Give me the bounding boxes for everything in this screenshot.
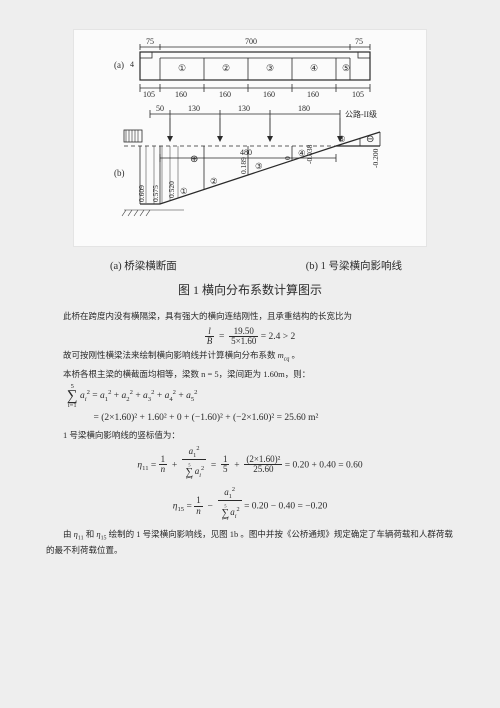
beam-label-3: ③ bbox=[266, 63, 274, 73]
region-minus: ⊖ bbox=[366, 134, 374, 145]
para-1: 此桥在跨度内没有横隔梁，具有强大的横向连结刚性，且承重结构的长宽比为 bbox=[46, 310, 454, 324]
left-marker-4: 4 bbox=[130, 60, 134, 69]
ord-l2: 0.520 bbox=[167, 181, 176, 198]
ord-l0: 0.609 bbox=[137, 185, 146, 202]
ord-z2: -0.038 bbox=[305, 144, 314, 164]
dim-top-right: 75 bbox=[355, 37, 363, 46]
dim-b-s1: 130 bbox=[188, 104, 200, 113]
dim-a-rov: 105 bbox=[352, 90, 364, 99]
equation-sum-ai2: 5 ∑ i=1 ai2 = a12 + a22 + a32 + a42 + a5… bbox=[67, 384, 454, 408]
beam-label-4: ④ bbox=[310, 63, 318, 73]
dim-a-c2: 160 bbox=[219, 90, 231, 99]
dim-b-off: 50 bbox=[156, 104, 164, 113]
para-3: 本桥各根主梁的横截面均相等，梁数 n = 5，梁间距为 1.60m，则： bbox=[46, 368, 454, 382]
dim-top-center: 700 bbox=[245, 37, 257, 46]
axis-circ-2: ② bbox=[210, 176, 218, 186]
ord-l1: 0.575 bbox=[151, 185, 160, 202]
ord-z0: 0.189 bbox=[239, 157, 248, 174]
dim-top-left: 75 bbox=[146, 37, 154, 46]
body-text: 此桥在跨度内没有横隔梁，具有强大的横向连结刚性，且承重结构的长宽比为 lB = … bbox=[46, 310, 454, 558]
dim-baseline-span: 480 bbox=[240, 148, 252, 157]
figure-title: 图 1 横向分布系数计算图示 bbox=[80, 281, 420, 298]
equation-lb: lB = 19.505×1.60 = 2.4 > 2 bbox=[46, 327, 454, 347]
caption-a: (a) 桥梁横断面 bbox=[110, 258, 177, 273]
para-4: 1 号梁横向影响线的竖标值为： bbox=[46, 429, 454, 443]
caption-row: (a) 桥梁横断面 (b) 1 号梁横向影响线 bbox=[80, 254, 420, 273]
page: 75 700 75 ① ② ③ bbox=[0, 0, 500, 708]
axis-circ-4: ④ bbox=[298, 148, 306, 158]
road-grade-label: 公路-II级 bbox=[345, 109, 377, 119]
dim-a-lov: 105 bbox=[143, 90, 155, 99]
equation-eta15: η15 = 1n − a12 5∑i=1ai2 = 0.20 − 0.40 = … bbox=[46, 487, 454, 525]
dim-a-c4: 160 bbox=[307, 90, 319, 99]
beam-label-1: ① bbox=[178, 63, 186, 73]
ord-z3: -0.200 bbox=[371, 148, 380, 168]
axis-circ-5: ⑤ bbox=[338, 134, 346, 144]
dim-a-c1: 160 bbox=[175, 90, 187, 99]
region-plus: ⊕ bbox=[190, 154, 198, 165]
para-5: 由 η11 和 η15 绘制的 1 号梁横向影响线，见图 1b 。图中并按《公桥… bbox=[46, 528, 454, 558]
beam-label-2: ② bbox=[222, 63, 230, 73]
panel-a-marker: (a) bbox=[114, 60, 124, 70]
equation-sum-val: = (2×1.60)² + 1.60² + 0 + (−1.60)² + (−2… bbox=[94, 411, 455, 426]
axis-circ-1: ① bbox=[180, 186, 188, 196]
dim-a-c3: 160 bbox=[263, 90, 275, 99]
para-2: 故可按刚性横梁法来绘制横向影响线并计算横向分布系数 mcq 。 bbox=[46, 349, 454, 365]
dim-b-s2: 130 bbox=[238, 104, 250, 113]
axis-circ-3: ③ bbox=[255, 161, 263, 171]
panel-b-marker: (b) bbox=[114, 168, 125, 178]
ord-z1: 0 bbox=[283, 156, 292, 160]
caption-b: (b) 1 号梁横向影响线 bbox=[306, 258, 402, 273]
equation-eta11: η11 = 1n + a12 5∑i=1ai2 = 15 + (2×1.60)²… bbox=[46, 446, 454, 484]
beam-label-5: ⑤ bbox=[342, 63, 350, 73]
figure-box: 75 700 75 ① ② ③ bbox=[74, 30, 426, 246]
figure-svg: 75 700 75 ① ② ③ bbox=[80, 34, 420, 240]
dim-b-s3: 180 bbox=[298, 104, 310, 113]
